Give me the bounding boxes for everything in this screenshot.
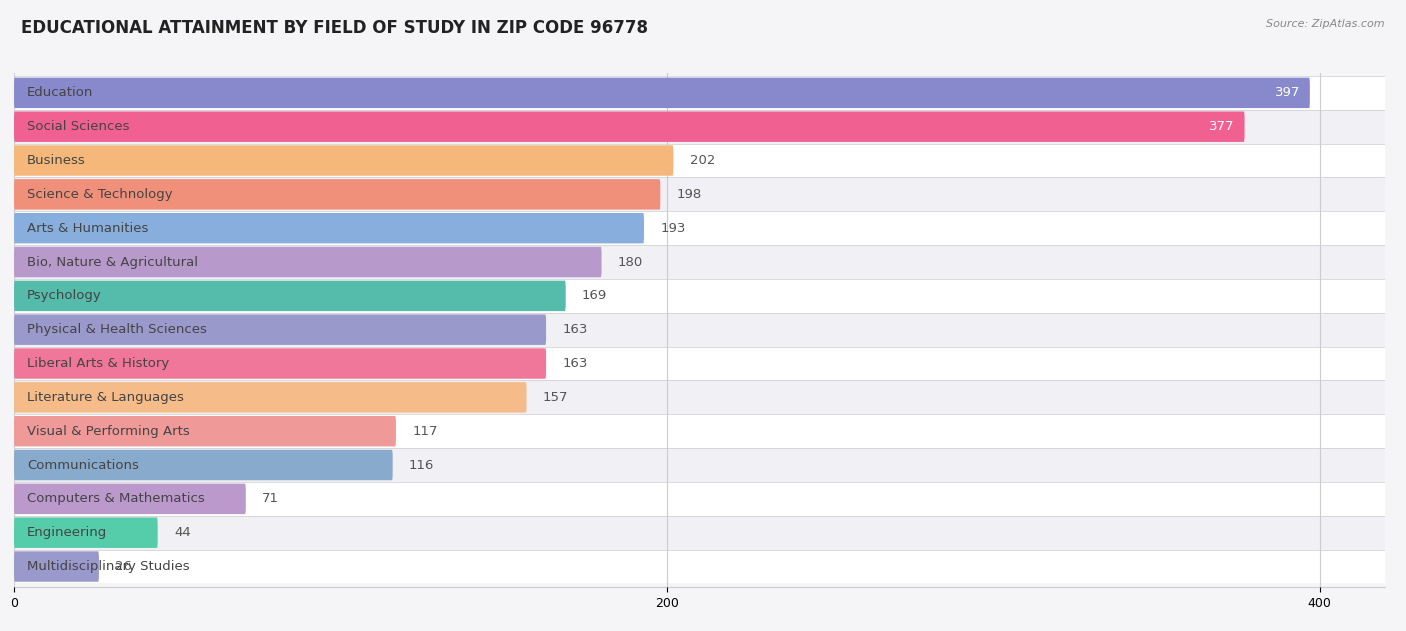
Text: 163: 163 xyxy=(562,357,588,370)
FancyBboxPatch shape xyxy=(14,551,98,582)
FancyBboxPatch shape xyxy=(14,179,661,209)
FancyBboxPatch shape xyxy=(14,450,392,480)
Text: Liberal Arts & History: Liberal Arts & History xyxy=(27,357,169,370)
FancyBboxPatch shape xyxy=(14,314,546,345)
Bar xyxy=(14,516,1385,550)
Text: 198: 198 xyxy=(676,188,702,201)
Text: Arts & Humanities: Arts & Humanities xyxy=(27,221,149,235)
FancyBboxPatch shape xyxy=(14,416,396,446)
Bar xyxy=(14,448,1385,482)
FancyBboxPatch shape xyxy=(14,112,1244,142)
Bar xyxy=(14,380,1385,415)
Text: 26: 26 xyxy=(115,560,132,573)
Bar xyxy=(14,76,1385,110)
FancyBboxPatch shape xyxy=(14,517,157,548)
Text: Psychology: Psychology xyxy=(27,290,101,302)
Text: Engineering: Engineering xyxy=(27,526,107,540)
Text: Multidisciplinary Studies: Multidisciplinary Studies xyxy=(27,560,190,573)
Text: 117: 117 xyxy=(412,425,437,438)
Text: Social Sciences: Social Sciences xyxy=(27,120,129,133)
Bar xyxy=(14,279,1385,313)
Text: Communications: Communications xyxy=(27,459,139,471)
Text: EDUCATIONAL ATTAINMENT BY FIELD OF STUDY IN ZIP CODE 96778: EDUCATIONAL ATTAINMENT BY FIELD OF STUDY… xyxy=(21,19,648,37)
Bar xyxy=(14,346,1385,380)
Bar xyxy=(14,110,1385,144)
FancyBboxPatch shape xyxy=(14,247,602,277)
Bar xyxy=(14,177,1385,211)
Text: 163: 163 xyxy=(562,323,588,336)
Bar xyxy=(14,415,1385,448)
Text: 71: 71 xyxy=(262,492,280,505)
Text: Education: Education xyxy=(27,86,93,99)
Text: Business: Business xyxy=(27,154,86,167)
Text: Literature & Languages: Literature & Languages xyxy=(27,391,184,404)
Text: 180: 180 xyxy=(617,256,643,269)
FancyBboxPatch shape xyxy=(14,145,673,176)
Text: 44: 44 xyxy=(174,526,191,540)
Text: Source: ZipAtlas.com: Source: ZipAtlas.com xyxy=(1267,19,1385,29)
Bar xyxy=(14,144,1385,177)
Bar xyxy=(14,245,1385,279)
Text: 193: 193 xyxy=(661,221,686,235)
FancyBboxPatch shape xyxy=(14,78,1310,108)
Text: Physical & Health Sciences: Physical & Health Sciences xyxy=(27,323,207,336)
FancyBboxPatch shape xyxy=(14,348,546,379)
FancyBboxPatch shape xyxy=(14,281,565,311)
Text: 157: 157 xyxy=(543,391,568,404)
FancyBboxPatch shape xyxy=(14,213,644,244)
Text: Science & Technology: Science & Technology xyxy=(27,188,173,201)
Text: 397: 397 xyxy=(1275,86,1301,99)
Bar xyxy=(14,482,1385,516)
Text: 169: 169 xyxy=(582,290,607,302)
Text: 116: 116 xyxy=(409,459,434,471)
Text: Visual & Performing Arts: Visual & Performing Arts xyxy=(27,425,190,438)
Bar xyxy=(14,211,1385,245)
FancyBboxPatch shape xyxy=(14,483,246,514)
Text: 377: 377 xyxy=(1209,120,1234,133)
Text: 202: 202 xyxy=(690,154,716,167)
Text: Computers & Mathematics: Computers & Mathematics xyxy=(27,492,205,505)
Text: Bio, Nature & Agricultural: Bio, Nature & Agricultural xyxy=(27,256,198,269)
Bar xyxy=(14,550,1385,584)
Bar xyxy=(14,313,1385,346)
FancyBboxPatch shape xyxy=(14,382,526,413)
